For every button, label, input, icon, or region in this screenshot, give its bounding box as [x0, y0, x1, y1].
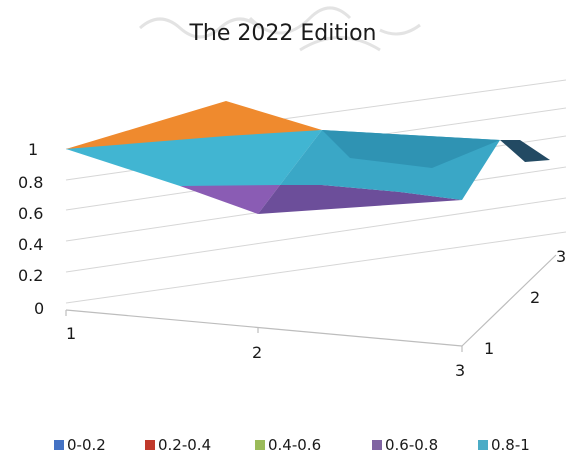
z-tick-label: 0.2	[18, 266, 43, 285]
legend-label: 0-0.2	[67, 436, 106, 454]
z-axis-labels: 1 0.8 0.6 0.4 0.2 0	[18, 140, 44, 318]
watermark	[138, 6, 421, 52]
surface-low-patch-right	[258, 185, 462, 214]
surface-peak-patch	[66, 101, 322, 149]
depth-axis-labels: 1 2 3	[484, 247, 566, 358]
floor-axes	[65, 254, 557, 352]
x-axis	[65, 309, 463, 347]
z-tick-label: 0.6	[18, 204, 43, 223]
surface-shade	[322, 130, 500, 168]
z-tick-label: 0.4	[18, 235, 43, 254]
gridline-0.2	[65, 197, 566, 273]
legend-swatch-0-0.2	[54, 440, 64, 450]
x-tick-label: 2	[252, 343, 262, 362]
legend-label: 0.4-0.6	[268, 436, 321, 454]
x-axis-labels: 1 2 3	[66, 324, 465, 380]
x-tick-label: 3	[455, 361, 465, 380]
legend-swatch-0.2-0.4	[145, 440, 155, 450]
legend-label: 0.8-1	[491, 436, 530, 454]
depth-tick-label: 1	[484, 339, 494, 358]
legend: 0-0.2 0.2-0.4 0.4-0.6 0.6-0.8 0.8-1	[54, 436, 530, 454]
gridline-0	[65, 231, 566, 304]
surface-main-left	[66, 130, 322, 186]
depth-tick-label: 3	[556, 247, 566, 266]
z-tick-label: 0.8	[18, 173, 43, 192]
legend-swatch-0.4-0.6	[255, 440, 265, 450]
legend-label: 0.2-0.4	[158, 436, 211, 454]
legend-label: 0.6-0.8	[385, 436, 438, 454]
depth-axis	[461, 254, 557, 347]
legend-swatch-0.6-0.8	[372, 440, 382, 450]
surface-dark-edge	[500, 140, 550, 162]
x-tick-label: 1	[66, 324, 76, 343]
depth-tick-label: 2	[530, 288, 540, 307]
surface	[66, 101, 550, 214]
legend-swatch-0.8-1	[478, 440, 488, 450]
chart-title: The 2022 Edition	[188, 21, 376, 46]
z-tick-label: 1	[28, 140, 38, 159]
z-tick-label: 0	[34, 299, 44, 318]
